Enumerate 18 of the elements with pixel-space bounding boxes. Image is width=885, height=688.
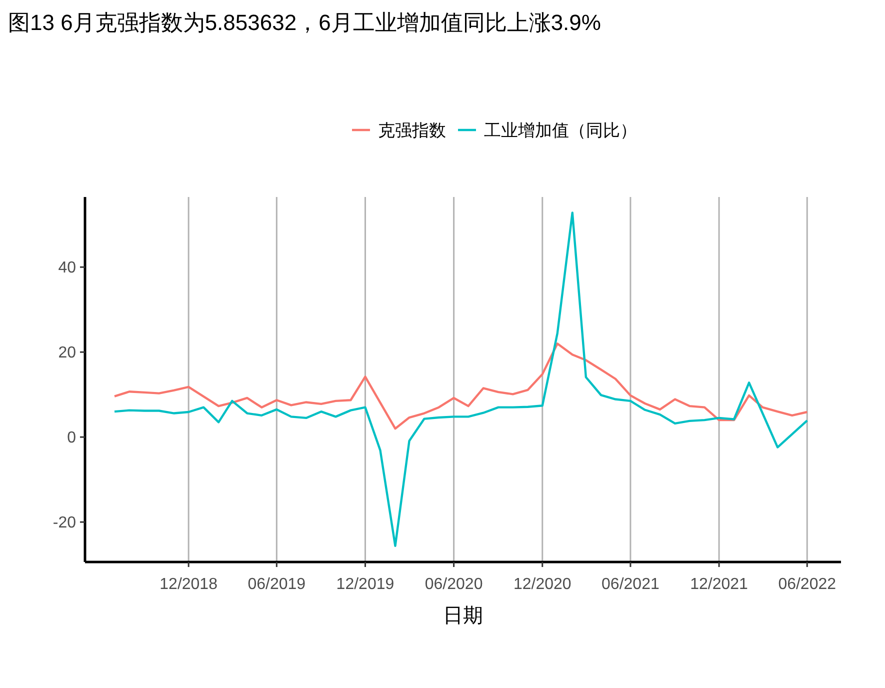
legend-label: 克强指数: [378, 120, 446, 140]
x-axis-title: 日期: [443, 605, 483, 627]
x-tick-label: 06/2020: [424, 576, 483, 593]
x-tick-label: 06/2021: [602, 576, 660, 593]
y-tick-label: -20: [52, 514, 76, 532]
legend-label: 工业增加值（同比）: [484, 120, 637, 140]
x-tick-label: 06/2019: [248, 576, 306, 593]
x-tick-label: 12/2018: [160, 576, 218, 593]
y-tick-label: 20: [58, 344, 76, 362]
line-series: [113, 342, 808, 430]
y-tick-label: 40: [58, 260, 76, 277]
line-series: [113, 212, 808, 547]
x-tick-label: 12/2021: [690, 576, 748, 593]
y-tick-label: 0: [67, 430, 76, 447]
chart-title: 图13 6月克强指数为5.853632，6月工业增加值同比上涨3.9%: [8, 10, 601, 35]
x-tick-label: 06/2022: [778, 576, 836, 593]
x-tick-label: 12/2019: [336, 576, 394, 593]
x-tick-label: 12/2020: [513, 576, 572, 593]
